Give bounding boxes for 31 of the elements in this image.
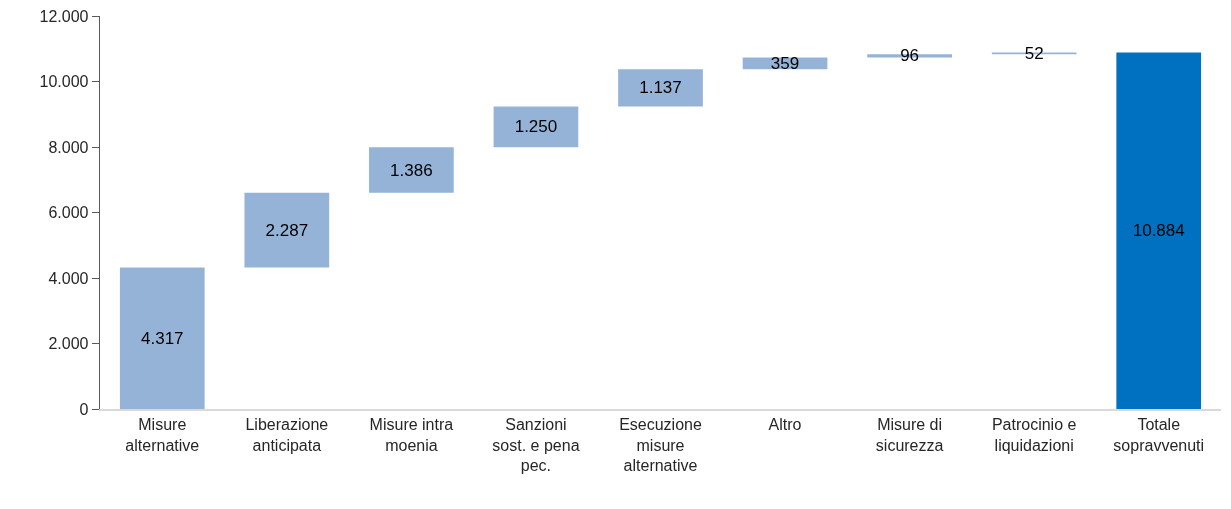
data-label: 96: [900, 46, 920, 66]
y-tick-label: 4.000: [48, 269, 89, 287]
x-tick-label: Esecuzione misure alternative: [619, 415, 702, 475]
data-label: 359: [770, 53, 800, 73]
bar: [618, 69, 703, 107]
data-label: 52: [1024, 43, 1044, 63]
x-tick-label: Altro: [768, 415, 802, 433]
y-tick-label: 2.000: [48, 335, 89, 353]
data-label: 10.884: [1132, 221, 1185, 241]
x-tick-label: Misure alternative: [125, 415, 200, 454]
x-tick-label: Patrocinio e liquidazioni: [991, 415, 1077, 454]
data-label: 1.250: [514, 117, 558, 137]
y-tick-label: 10.000: [39, 73, 89, 91]
bar: [493, 106, 579, 148]
data-label: 1.137: [639, 78, 682, 98]
x-tick-label: Misure intra moenia: [369, 415, 454, 454]
x-tick-label: Sanzioni sost. e pena pec.: [492, 415, 580, 475]
data-label: 1.386: [390, 160, 433, 180]
x-tick-label: Totale sopravvenuti: [1113, 415, 1205, 454]
bar: [369, 147, 454, 193]
data-label: 2.287: [265, 220, 309, 240]
x-tick-label: Misure di sicurezza: [875, 415, 944, 454]
y-tick-label: 12.000: [39, 7, 89, 25]
data-label: 4.317: [141, 328, 184, 348]
x-tick-label: Liberazione anticipata: [245, 415, 329, 454]
y-tick-label: 6.000: [48, 204, 89, 222]
bar: [1116, 52, 1202, 409]
y-tick-label: 0: [79, 400, 89, 418]
bar: [119, 267, 205, 409]
bar: [244, 192, 330, 268]
y-tick-label: 8.000: [48, 138, 89, 156]
